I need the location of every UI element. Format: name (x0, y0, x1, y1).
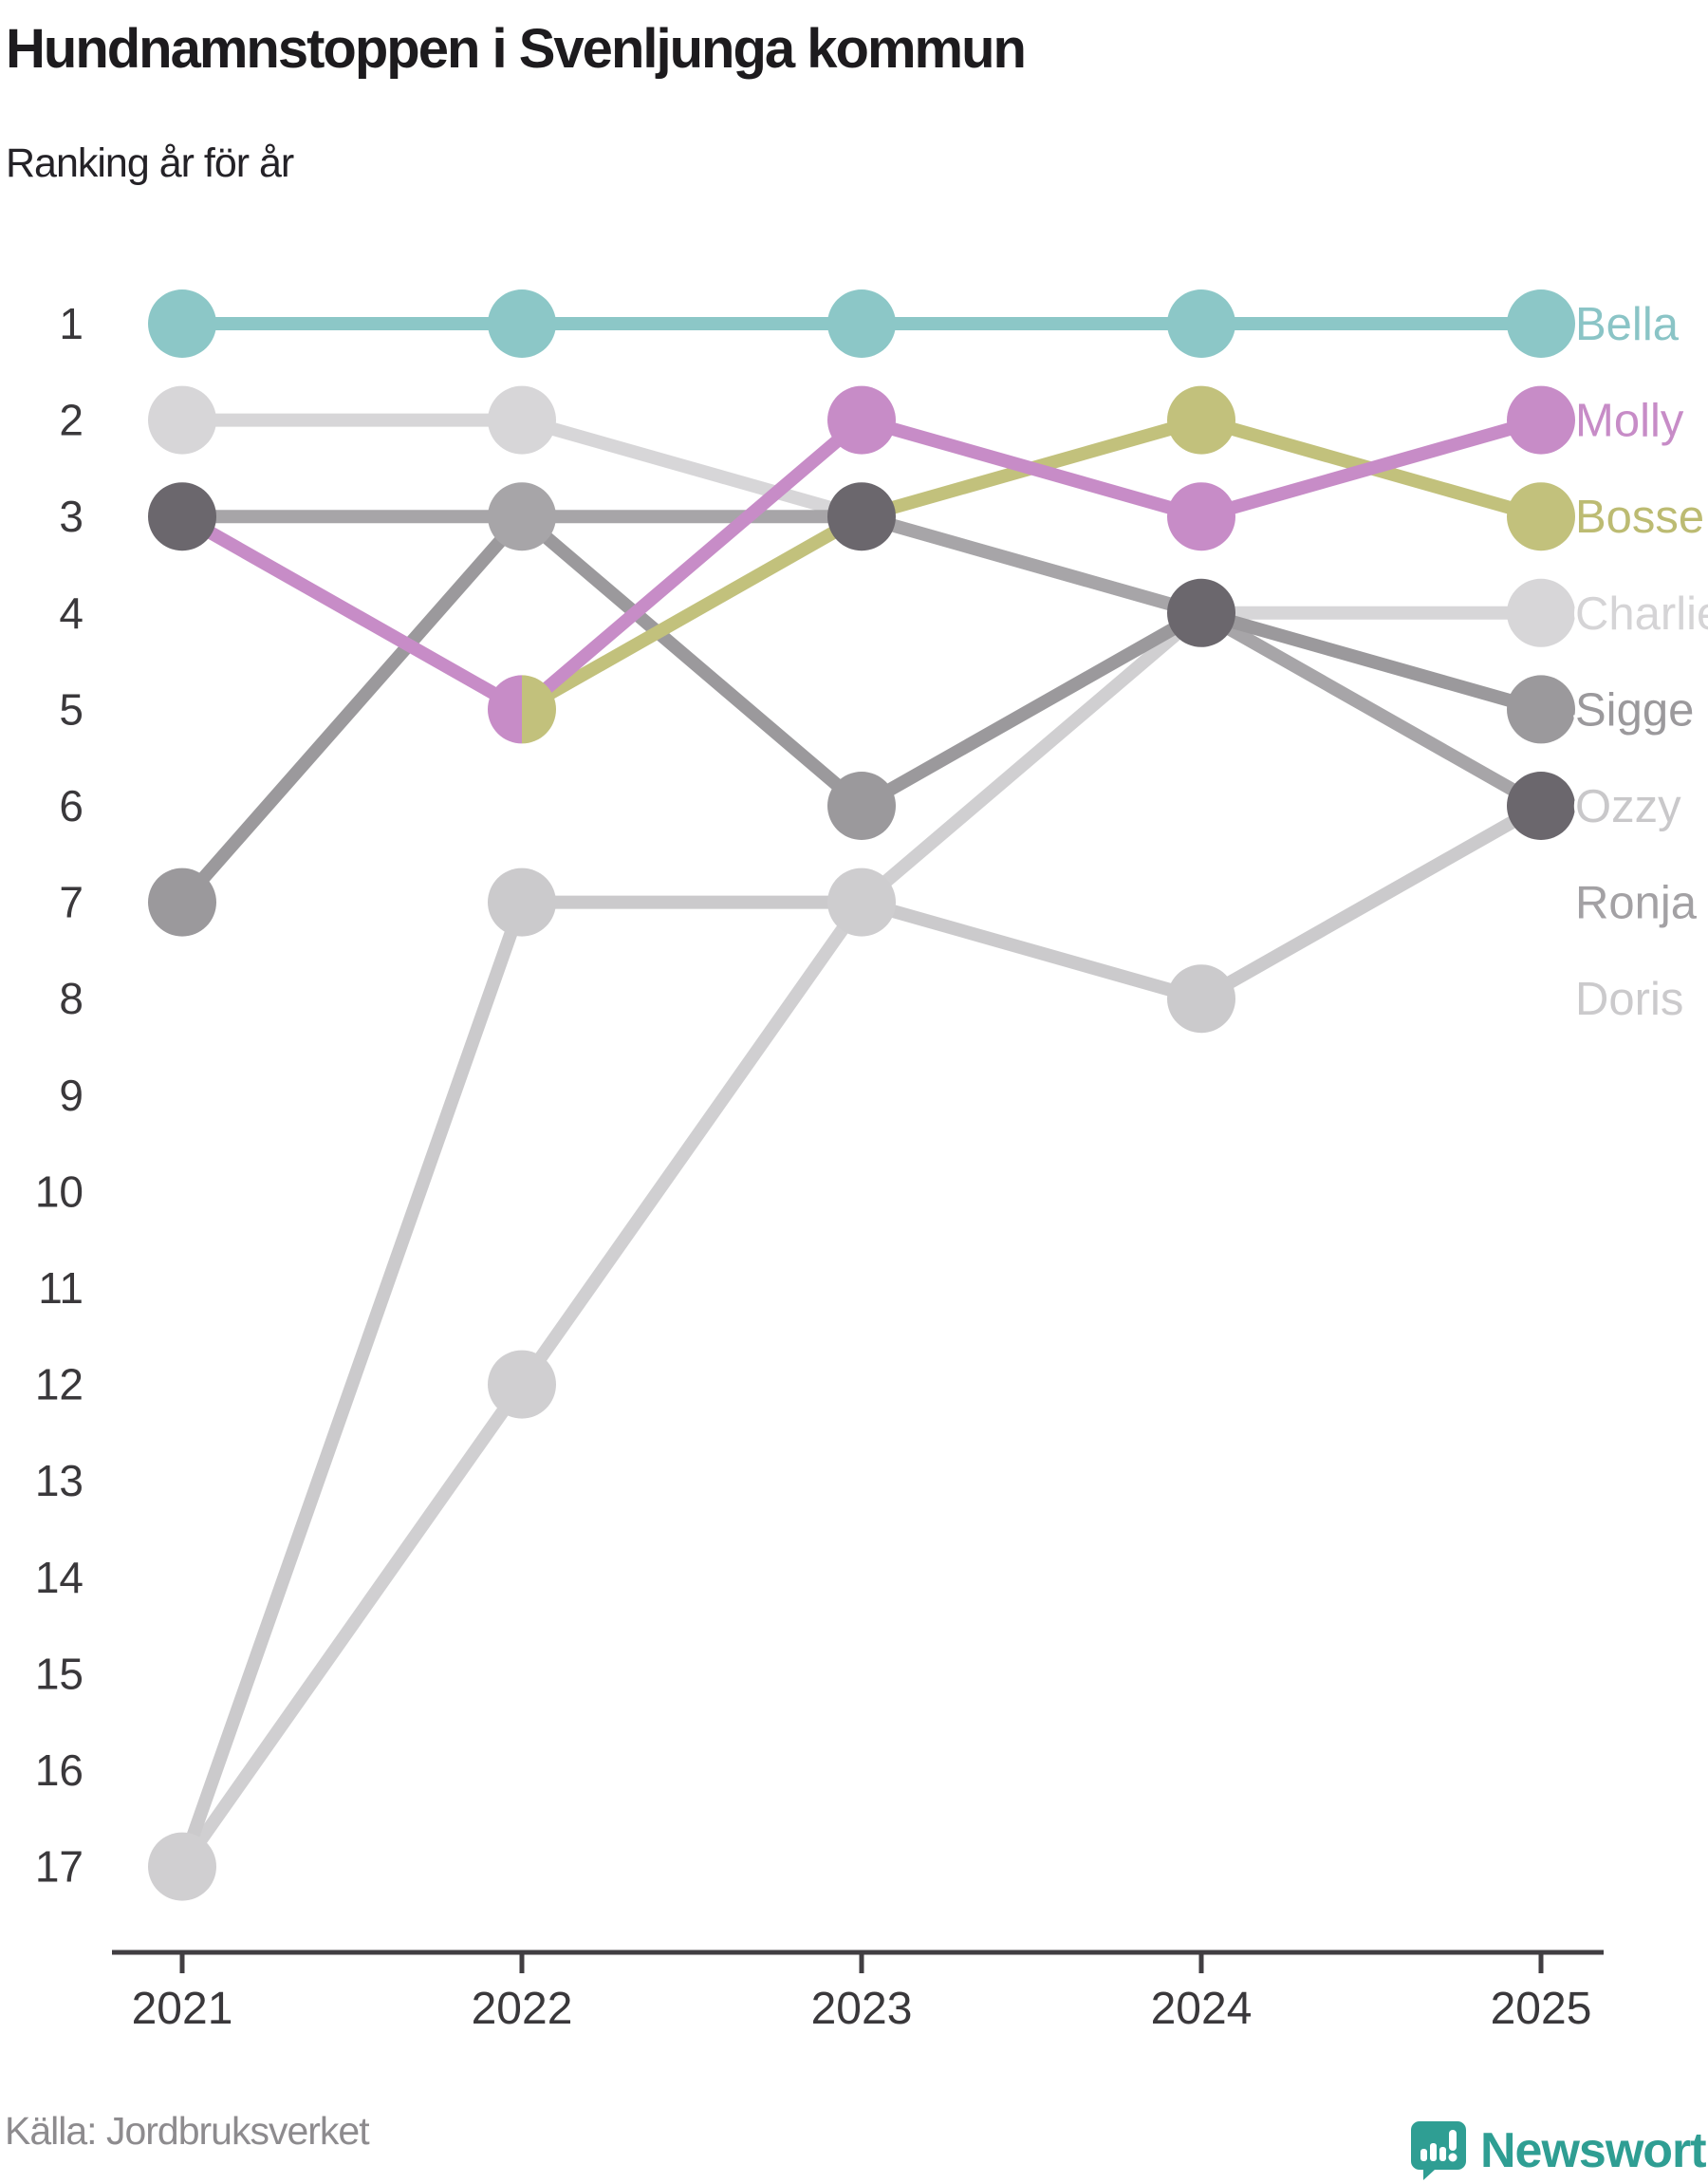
series-label-ronja: Ronja (1575, 878, 1698, 929)
series-label-bella: Bella (1575, 299, 1680, 350)
series-label-sigge: Sigge (1575, 684, 1694, 736)
series-label-doris: Doris (1575, 974, 1683, 1025)
rank-axis-label: 2 (59, 396, 84, 445)
series-dot (827, 289, 896, 358)
year-axis-label: 2025 (1491, 1984, 1592, 2034)
year-axis-label: 2022 (472, 1984, 573, 2034)
series-label-charlie: Charlie (1575, 588, 1708, 640)
series-label-ozzy: Ozzy (1575, 781, 1681, 832)
rank-axis-label: 8 (59, 974, 84, 1023)
series-dot (1507, 289, 1575, 358)
series-dot (1507, 772, 1575, 840)
rank-axis-label: 3 (59, 492, 84, 541)
series-line-sigge (176, 507, 1548, 909)
series-dot-split-left (488, 675, 522, 744)
page-subtitle: Ranking år för år (6, 140, 294, 186)
year-axis-label: 2021 (132, 1984, 233, 2034)
series-dot (827, 482, 896, 551)
series-dot (488, 868, 556, 937)
series-dot (827, 868, 896, 937)
rank-axis-label: 7 (59, 878, 84, 927)
series-dot (148, 482, 216, 551)
rank-axis-label: 16 (35, 1745, 84, 1795)
rank-axis-label: 9 (59, 1071, 84, 1120)
series-dot (148, 868, 216, 937)
rank-axis-label: 5 (59, 684, 84, 734)
page-title: Hundnamnstoppen i Svenljunga kommun (6, 18, 1027, 80)
rank-axis-label: 12 (35, 1360, 84, 1409)
series-dot (488, 289, 556, 358)
series-dot (1167, 289, 1235, 358)
series-label-bosse: Bosse (1575, 492, 1704, 543)
series-dot (1167, 385, 1235, 455)
series-dot (488, 385, 556, 455)
rank-axis-label: 17 (35, 1842, 84, 1892)
newsworthy-logo-text: Newsworthy (1480, 2123, 1708, 2178)
series-dot-split-right (522, 675, 556, 744)
series-dot (1507, 675, 1575, 744)
series-dot (1167, 578, 1235, 647)
series-dot (148, 385, 216, 455)
rank-axis-label: 4 (59, 588, 84, 638)
year-axis-label: 2023 (811, 1984, 913, 2034)
rank-axis-label: 1 (59, 299, 84, 348)
series-dot (1507, 482, 1575, 551)
series-line-doris (176, 606, 1208, 1874)
rank-axis-label: 13 (35, 1456, 84, 1505)
series-dot (488, 1350, 556, 1419)
series-dot (1167, 482, 1235, 551)
rank-axis-label: 11 (38, 1263, 84, 1313)
rank-axis-label: 15 (35, 1649, 84, 1698)
series-dot (1507, 578, 1575, 647)
year-axis-label: 2024 (1151, 1984, 1253, 2034)
series-dot (827, 385, 896, 455)
newsworthy-logo: Newsworthy (1410, 2120, 1708, 2181)
series-dot (827, 772, 896, 840)
source-text: Källa: Jordbruksverket (5, 2109, 370, 2153)
series-dot (148, 289, 216, 358)
series-label-molly: Molly (1575, 396, 1684, 447)
series-dot (1507, 385, 1575, 455)
rank-axis-label: 10 (35, 1166, 84, 1216)
rank-axis-label: 6 (59, 781, 84, 830)
series-line-ozzy (176, 799, 1548, 1874)
rank-axis-label: 14 (35, 1553, 84, 1602)
series-dot (488, 482, 556, 551)
series-dot (148, 1832, 216, 1901)
newsworthy-logo-icon (1411, 2121, 1466, 2180)
series-dot (1167, 964, 1235, 1034)
